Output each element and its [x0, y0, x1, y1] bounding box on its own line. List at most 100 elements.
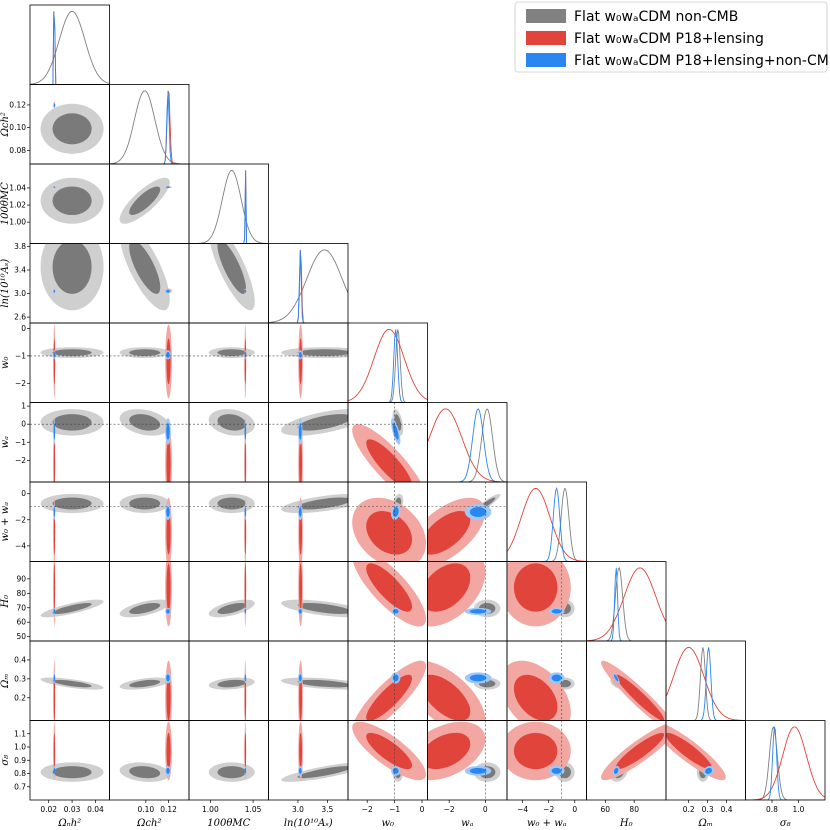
contour-red-4-5-inner — [366, 439, 413, 482]
panels-layer: 0.080.100.12Ωᴄh²1.001.021.04100θMC2.63.0… — [0, 4, 826, 829]
contour-blue-2-9-inner — [244, 767, 247, 774]
contour-gray-0-5-inner — [52, 414, 92, 431]
y-axis-label-1: Ωᴄh² — [0, 112, 11, 137]
y-tick-label: −1 — [15, 351, 26, 360]
pdf-gray-3 — [268, 249, 348, 323]
x-axis-label-0: Ωₙh² — [57, 818, 81, 829]
panel-0-8: 0.2 0.3 0.4 Ωₘ — [0, 640, 110, 721]
contour-red-2-8-inner — [244, 674, 247, 721]
panel-3-3 — [268, 243, 349, 324]
pdf-red-9 — [745, 726, 825, 800]
contour-gray-1-3-inner — [129, 243, 161, 294]
panel-frame — [268, 720, 349, 801]
contour-red-0-8-inner — [53, 674, 56, 721]
y-tick-label: 0.2 — [14, 693, 26, 702]
y-axis-label-9: σ₈ — [0, 755, 11, 766]
pdf-blue-1 — [109, 90, 189, 164]
panel-0-9: 0.02 0.03 0.04 Ωₙh² 0.7 0.8 0.9 1.0 1.1 σ₈ — [0, 720, 110, 829]
contour-gray-0-7-inner — [52, 602, 92, 614]
pdf-red-3 — [268, 249, 348, 323]
contour-red-3-6-inner — [299, 511, 303, 555]
contour-gray-1-5-inner — [129, 414, 161, 431]
panel-0-4: −2 −1 0 w₀ — [0, 322, 110, 403]
panel-4-4 — [347, 322, 428, 403]
contour-gray-3-6-inner — [297, 497, 348, 510]
contour-gray-1-4-inner — [129, 349, 161, 356]
pdf-blue-3 — [268, 249, 348, 323]
contour-red-3-5-inner — [299, 439, 303, 482]
panel-5-6 — [427, 481, 508, 562]
x-tick-label: 0 — [572, 805, 577, 814]
y-tick-label: 3.8 — [14, 242, 26, 251]
contour-blue-3-5-inner — [298, 423, 302, 440]
y-tick-label: 90 — [16, 574, 26, 583]
y-axis-label-2: 100θMC — [0, 182, 11, 225]
contour-red-3-7-inner — [299, 563, 303, 612]
contour-gray-2-7-inner — [217, 602, 247, 614]
x-tick-label: 0.12 — [160, 805, 177, 814]
panel-0-3: 2.6 3.0 3.4 3.8ln(10¹⁰Aₛ) — [0, 242, 110, 324]
y-tick-label: 0.8 — [14, 769, 26, 778]
contour-gray-0-8-inner — [52, 679, 92, 688]
panel-6-7 — [506, 561, 587, 642]
contour-blue-5-8-inner — [469, 674, 487, 682]
contour-blue-2-4-inner — [244, 351, 247, 358]
contour-red-8-9-inner — [666, 732, 712, 770]
pdf-red-7 — [586, 567, 666, 641]
x-tick-label: 0.3 — [702, 805, 714, 814]
x-tick-label: −2 — [444, 805, 455, 814]
contour-blue-8-9-inner — [705, 767, 713, 774]
contour-blue-2-3-inner — [244, 289, 247, 293]
contour-blue-6-8-inner — [551, 674, 562, 682]
panel-4-7 — [347, 561, 428, 642]
contour-blue-0-5-inner — [53, 423, 56, 440]
y-axis-label-4: w₀ — [0, 356, 11, 369]
contour-blue-1-4-inner — [166, 351, 170, 358]
contour-blue-5-6-inner — [469, 507, 487, 517]
contour-blue-4-5-inner — [392, 423, 399, 440]
contour-blue-0-8-inner — [53, 674, 56, 682]
x-tick-label: 1.05 — [245, 805, 262, 814]
panel-frame — [109, 322, 190, 403]
contour-red-4-6-inner — [366, 511, 413, 555]
contour-blue-2-7-inner — [244, 609, 247, 614]
contour-blue-3-8-inner — [298, 674, 302, 682]
y-tick-label: 0.08 — [9, 146, 26, 155]
y-tick-label: 0 — [21, 489, 26, 498]
pdf-blue-6 — [507, 487, 587, 562]
contour-gray-3-5-inner — [297, 414, 348, 431]
contour-blue-4-9-inner — [392, 767, 399, 774]
contour-gray-1-9-inner — [129, 766, 161, 779]
x-axis-label-9: σ₈ — [780, 818, 791, 829]
panel-7-8 — [586, 640, 667, 721]
x-tick-label: 1.00 — [202, 805, 219, 814]
x-tick-label: −4 — [517, 805, 528, 814]
y-tick-label: 0.9 — [14, 756, 26, 765]
contour-gray-2-9-inner — [217, 766, 247, 779]
contour-red-0-6-inner — [53, 511, 56, 555]
contour-gray-3-7-inner — [297, 602, 348, 614]
panel-frame — [188, 720, 269, 801]
panel-2-2 — [188, 163, 269, 244]
x-axis-label-5: wₐ — [461, 818, 474, 829]
legend: Flat w₀wₐCDM non-CMB Flat w₀wₐCDM P18+le… — [514, 1, 830, 73]
panel-frame — [29, 322, 110, 403]
contour-red-5-9-inner — [427, 732, 471, 770]
panel-1-7 — [109, 561, 190, 642]
y-tick-label: 1.0 — [14, 743, 26, 752]
contour-blue-3-6-inner — [298, 507, 302, 517]
y-axis-label-7: H₀ — [0, 595, 11, 609]
contour-gray-2-4-inner — [217, 349, 247, 356]
contour-red-1-4-inner — [166, 338, 171, 385]
contour-gray-1-2-inner — [129, 186, 161, 216]
x-axis-label-7: H₀ — [619, 818, 633, 829]
y-axis-label-5: wₐ — [0, 436, 11, 449]
panel-frame — [188, 163, 269, 244]
contour-red-1-7-inner — [166, 563, 171, 612]
panel-frame — [268, 322, 349, 403]
panel-3-5 — [268, 402, 349, 483]
contour-red-6-8-inner — [513, 674, 558, 721]
contour-blue-5-7-inner — [469, 609, 487, 614]
contour-red-1-6-inner — [166, 511, 171, 555]
